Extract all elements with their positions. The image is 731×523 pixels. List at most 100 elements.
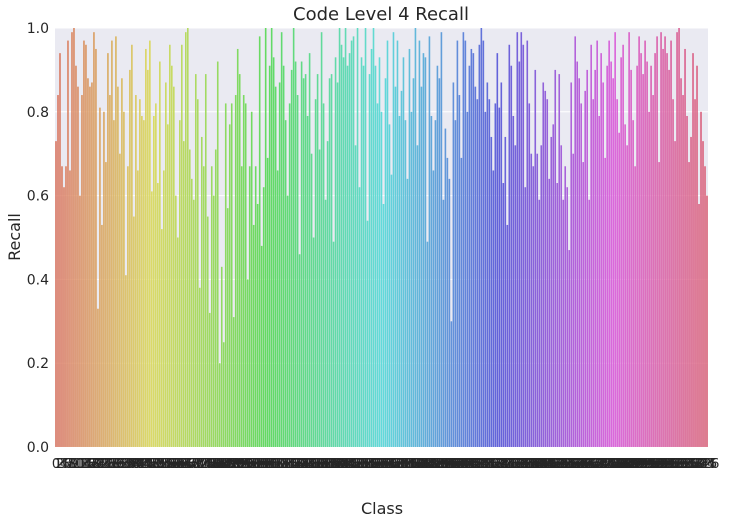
bar (660, 32, 662, 447)
x-tick-label: 313 (669, 457, 694, 472)
x-tick-label: 100 (243, 457, 268, 472)
x-tick-label: 90 (227, 457, 244, 472)
x-tick-label: 34 (116, 457, 133, 472)
x-tick-label: 231 (505, 457, 530, 472)
x-tick-label: 148 (339, 457, 364, 472)
bar (179, 120, 181, 448)
x-tick-label: 305 (653, 457, 678, 472)
bar (484, 111, 487, 448)
x-tick-label: 206 (455, 457, 480, 472)
x-tick-label: 316 (675, 457, 700, 472)
bar (322, 103, 325, 448)
bar (368, 74, 371, 447)
x-tick-label: 244 (531, 457, 556, 472)
bar (183, 141, 185, 447)
x-tick-label: 221 (485, 457, 510, 472)
x-tick-label: 99 (245, 457, 262, 472)
x-tick-label: 114 (271, 457, 296, 472)
x-tick-label: 268 (579, 457, 604, 472)
x-tick-label: 116 (275, 457, 300, 472)
x-tick-label: 0 (52, 457, 60, 472)
bar (342, 57, 345, 447)
x-tick-label: 164 (371, 457, 396, 472)
bar (510, 65, 513, 448)
x-tick-label: 33 (114, 457, 131, 472)
bar (480, 28, 483, 447)
bar (428, 36, 431, 447)
bar (330, 74, 333, 447)
bar (494, 103, 497, 448)
bar (103, 111, 105, 448)
x-tick-label: 212 (467, 457, 492, 472)
x-tick-label: 145 (333, 457, 358, 472)
x-tick-label: 214 (471, 457, 496, 472)
x-tick-label: 131 (305, 457, 330, 472)
bar (274, 86, 277, 447)
x-tick-label: 110 (263, 457, 288, 472)
x-tick-label: 275 (593, 457, 618, 472)
x-tick-label: 196 (435, 457, 460, 472)
bar (560, 145, 563, 447)
bar (406, 178, 409, 447)
bar (288, 103, 291, 448)
bar (416, 145, 419, 447)
x-tick-label: 102 (247, 457, 272, 472)
bar (280, 32, 283, 447)
x-tick-label: 140 (323, 457, 348, 472)
bar (564, 166, 567, 447)
bar (592, 99, 594, 447)
bar (210, 166, 213, 447)
bar (380, 111, 383, 448)
bar (522, 44, 525, 447)
bar (552, 124, 555, 448)
bar (149, 40, 151, 447)
bar (272, 57, 275, 447)
x-tick-label: 7 (66, 457, 74, 472)
x-tick-label: 39 (126, 457, 143, 472)
x-tick-label: 41 (130, 457, 147, 472)
x-tick-label: 36 (120, 457, 137, 472)
bar (165, 82, 167, 447)
x-tick-label: 65 (178, 457, 195, 472)
x-tick-label: 291 (625, 457, 650, 472)
x-tick-label: 282 (607, 457, 632, 472)
bar (105, 162, 107, 447)
bar (232, 317, 235, 447)
x-tick-label: 154 (351, 457, 376, 472)
x-tick-label: 85 (217, 457, 234, 472)
x-tick-label: 132 (307, 457, 332, 472)
bar (314, 99, 317, 447)
x-tick-label: 73 (194, 457, 211, 472)
bar (139, 99, 141, 447)
x-tick-label: 26 (100, 457, 117, 472)
x-tick-label: 263 (569, 457, 594, 472)
bar (222, 342, 225, 447)
x-tick-label: 323 (689, 457, 714, 472)
bar (452, 82, 455, 447)
bar (75, 65, 77, 448)
bar (566, 187, 569, 447)
bar (268, 65, 271, 448)
x-tick-label: 200 (443, 457, 468, 472)
x-tick-label: 29 (106, 457, 123, 472)
bar (93, 32, 95, 447)
x-tick-label: 28 (104, 457, 121, 472)
bar (250, 111, 253, 448)
x-tick-label: 307 (657, 457, 682, 472)
x-tick-label: 141 (325, 457, 350, 472)
bar (458, 95, 461, 447)
x-tick-label: 8 (68, 457, 76, 472)
x-tick-label: 67 (182, 457, 199, 472)
bar (680, 78, 682, 447)
x-tick-label: 320 (683, 457, 708, 472)
x-tick-label: 98 (243, 457, 260, 472)
bar (224, 103, 227, 448)
bar (376, 103, 379, 448)
x-tick-label: 19 (86, 457, 103, 472)
x-tick-label: 45 (138, 457, 155, 472)
x-tick-label: 188 (419, 457, 444, 472)
x-tick-label: 172 (387, 457, 412, 472)
x-tick-label: 183 (409, 457, 434, 472)
bar (121, 78, 123, 447)
x-tick-label: 32 (112, 457, 129, 472)
